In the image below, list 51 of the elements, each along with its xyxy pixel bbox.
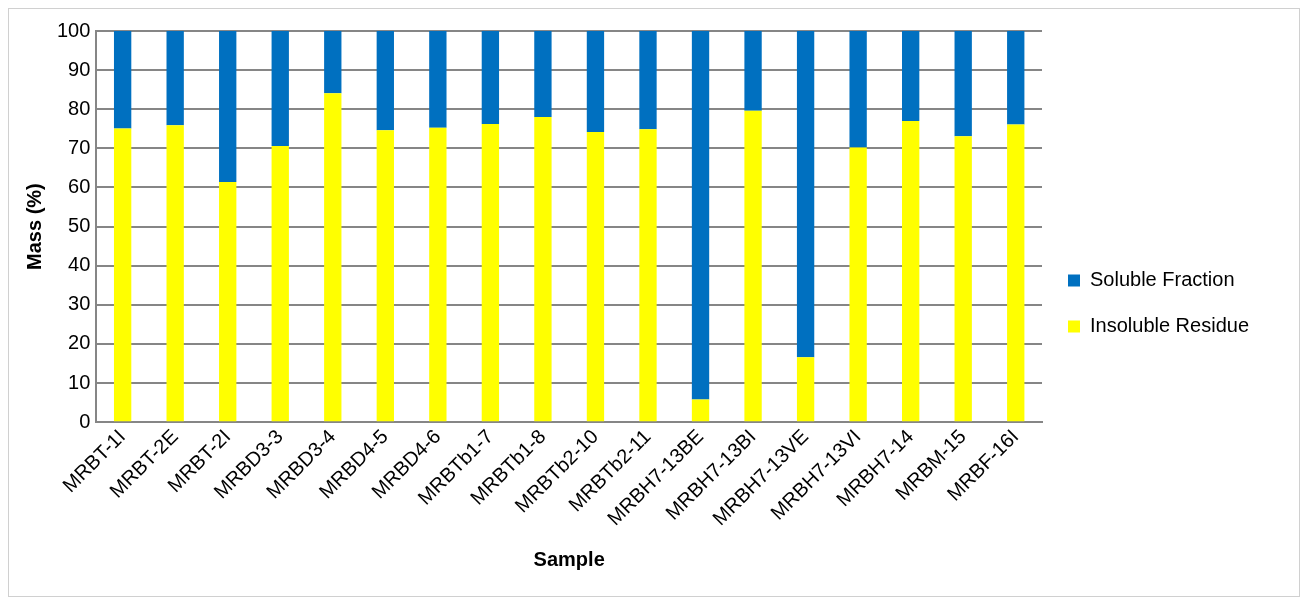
y-tick-label: 10: [68, 370, 91, 393]
bar: [429, 127, 447, 422]
bar: [481, 31, 500, 125]
legend-label: Insoluble Residue: [1090, 314, 1250, 337]
bar: [534, 31, 552, 118]
bar: [534, 117, 552, 422]
bar: [1007, 31, 1025, 125]
bar: [639, 129, 657, 422]
y-tick-label: 40: [68, 253, 91, 276]
legend-label: Soluble Fraction: [1090, 268, 1235, 291]
bar: [796, 357, 815, 422]
y-tick-label: 90: [68, 57, 91, 80]
bar: [429, 31, 447, 128]
bar: [796, 31, 815, 358]
bar: [166, 31, 184, 126]
bar: [849, 31, 867, 148]
bar: [744, 110, 762, 422]
bar: [691, 31, 710, 400]
bar: [691, 399, 710, 422]
bar: [902, 31, 920, 121]
y-tick-label: 100: [56, 18, 91, 41]
y-tick-label: 70: [68, 135, 91, 158]
bar: [219, 182, 237, 422]
bar: [586, 131, 605, 422]
bar: [744, 31, 762, 111]
bar: [271, 146, 289, 422]
y-tick-label: 20: [68, 331, 91, 354]
bar: [849, 147, 867, 422]
bar: [639, 31, 657, 130]
bar: [376, 130, 394, 422]
bar: [324, 93, 342, 422]
y-tick-label: 30: [68, 292, 91, 315]
y-tick-label: 80: [68, 96, 91, 119]
y-tick-label: 60: [68, 175, 91, 197]
bar: [954, 31, 972, 137]
bar: [586, 31, 605, 132]
y-tick-label: 0: [79, 409, 91, 432]
bar: [113, 128, 132, 422]
bar: [219, 31, 237, 183]
y-axis-title: Mass (%): [22, 183, 45, 270]
bar: [481, 124, 500, 422]
bar: [1007, 124, 1025, 422]
bar: [954, 136, 972, 422]
bar: [376, 31, 394, 131]
y-tick-label: 50: [68, 214, 91, 237]
bar: [902, 120, 920, 422]
bar: [271, 31, 289, 147]
x-axis-title: Sample: [533, 547, 605, 570]
bar: [166, 125, 184, 422]
bar: [113, 31, 132, 129]
bar: [324, 31, 342, 94]
